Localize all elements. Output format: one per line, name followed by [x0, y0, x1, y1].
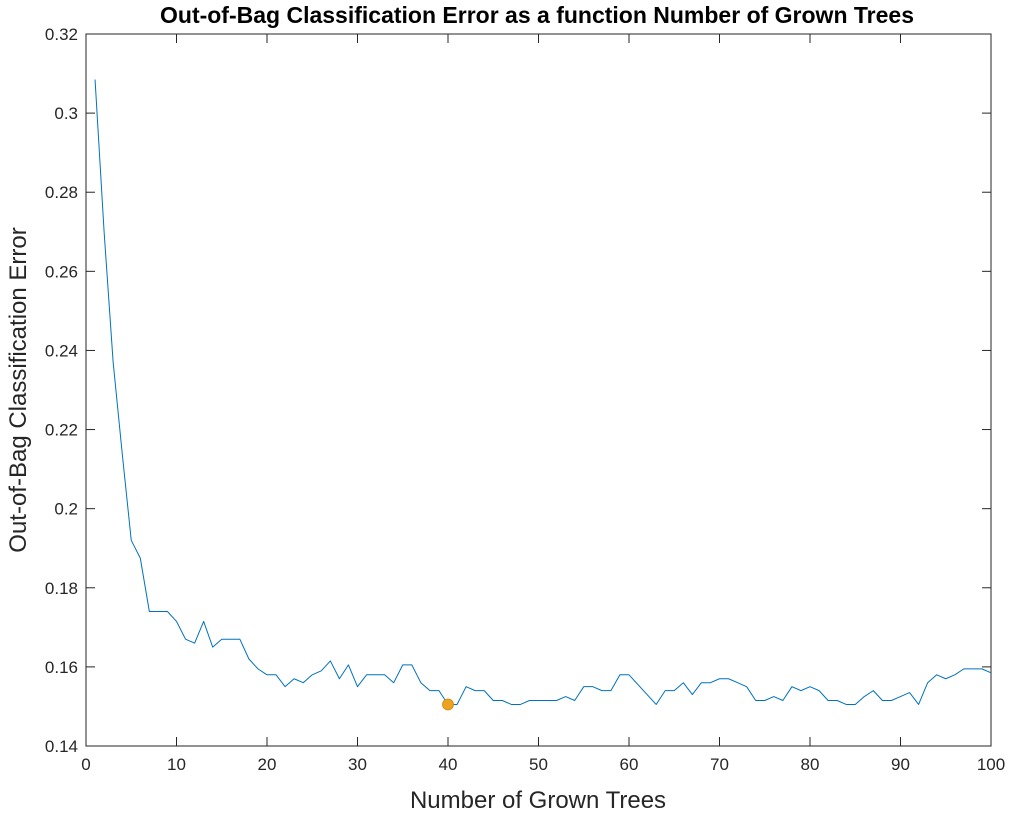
x-axis-label: Number of Grown Trees — [410, 787, 666, 813]
axes-box — [85, 33, 992, 747]
x-tick-label: 20 — [258, 755, 277, 774]
x-tick-label: 0 — [81, 755, 90, 774]
y-tick-label: 0.3 — [54, 104, 78, 123]
x-tick-label: 90 — [891, 755, 910, 774]
x-tick-label: 70 — [710, 755, 729, 774]
y-tick-label: 0.28 — [45, 183, 78, 202]
x-tick-label: 40 — [439, 755, 458, 774]
series-layer — [94, 79, 992, 711]
y-tick-label: 0.32 — [45, 25, 78, 44]
y-axis-label: Out-of-Bag Classification Error — [5, 227, 32, 552]
y-tick-label: 0.14 — [45, 737, 78, 756]
y-tick-label: 0.24 — [45, 341, 78, 360]
y-axis-ticks: 0.14 0.16 0.18 0.2 0.22 0.24 0.26 0.28 0.3 0.32 — [45, 25, 991, 756]
oob-error-line — [94, 79, 992, 705]
y-tick-label: 0.26 — [45, 262, 78, 281]
x-tick-label: 60 — [620, 755, 639, 774]
y-tick-label: 0.22 — [45, 421, 78, 440]
chart-title: Out-of-Bag Classification Error as a fun… — [160, 2, 914, 28]
x-tick-label: 10 — [167, 755, 186, 774]
x-tick-label: 30 — [348, 755, 367, 774]
minimum-error-marker — [442, 698, 454, 711]
y-tick-label: 0.2 — [54, 500, 78, 519]
y-tick-label: 0.16 — [45, 658, 78, 677]
x-axis-ticks: 0 10 20 30 40 50 60 70 80 90 100 — [81, 34, 1005, 774]
x-tick-label: 100 — [977, 755, 1005, 774]
x-tick-label: 80 — [801, 755, 820, 774]
x-tick-label: 50 — [529, 755, 548, 774]
y-tick-label: 0.18 — [45, 579, 78, 598]
plot-area: 0 10 20 30 40 50 60 70 80 90 100 0.140.160.180.20.… — [45, 25, 1005, 774]
